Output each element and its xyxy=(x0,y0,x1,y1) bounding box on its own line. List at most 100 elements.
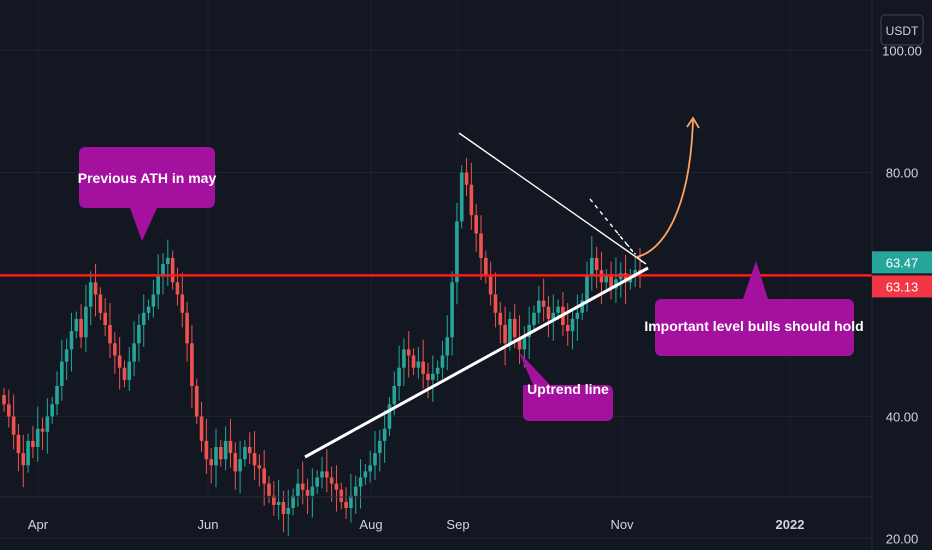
candle xyxy=(108,303,112,358)
candle xyxy=(450,271,454,356)
candle xyxy=(257,454,262,487)
price-axis[interactable]: 100.00 80.00 40.00 20.00 xyxy=(882,44,922,547)
price-tag xyxy=(872,275,932,298)
candle xyxy=(16,423,21,472)
candle xyxy=(180,272,185,328)
candle-body xyxy=(161,264,165,277)
candle-body xyxy=(2,395,6,405)
candle-body xyxy=(64,349,69,362)
candle-body xyxy=(532,312,536,325)
candle-body xyxy=(479,233,483,258)
candle-body xyxy=(373,453,377,466)
candle xyxy=(614,257,618,304)
callout-previous-ath-text: Previous ATH in may xyxy=(78,170,217,186)
candle xyxy=(88,271,93,325)
candle-body xyxy=(440,355,445,368)
candle xyxy=(7,389,11,428)
uptrend-line[interactable] xyxy=(304,266,649,459)
candle xyxy=(575,294,580,341)
candle xyxy=(590,235,594,291)
candle-body xyxy=(219,447,223,460)
candle-body xyxy=(546,306,551,319)
candle-body xyxy=(604,276,609,283)
candle xyxy=(565,303,570,346)
candle-body xyxy=(397,367,401,386)
candle-body xyxy=(585,276,589,301)
candle-body xyxy=(146,306,151,313)
candle-body xyxy=(209,459,213,466)
candle xyxy=(305,478,310,515)
candle xyxy=(74,311,79,339)
candle-body xyxy=(166,257,170,264)
candle xyxy=(334,465,339,512)
time-axis[interactable]: Apr Jun Aug Sep Nov 2022 xyxy=(28,517,805,532)
candle xyxy=(69,312,74,372)
candle xyxy=(368,450,372,483)
candle xyxy=(609,261,613,300)
candle xyxy=(64,338,69,380)
candle-body xyxy=(185,312,189,344)
dashed-trend-line[interactable] xyxy=(589,198,634,253)
price-tag-label: 63.13 xyxy=(886,279,919,294)
candle-body xyxy=(378,440,382,454)
candle xyxy=(406,331,411,378)
candle-body xyxy=(243,447,247,460)
candle-body xyxy=(180,294,185,313)
candle-body xyxy=(79,318,83,338)
candle xyxy=(35,406,40,462)
candle xyxy=(498,301,503,344)
candle-body xyxy=(435,367,440,374)
candle-body xyxy=(406,349,411,356)
candle-body xyxy=(238,459,242,472)
candle-body xyxy=(512,318,517,338)
callout-previous-ath[interactable]: Previous ATH in may xyxy=(78,147,217,241)
candle xyxy=(435,360,440,382)
candle xyxy=(233,442,238,490)
candle xyxy=(223,426,228,471)
candle-body xyxy=(537,300,541,313)
candle xyxy=(339,482,344,510)
candle xyxy=(204,418,209,474)
candle-body xyxy=(474,215,478,234)
candle xyxy=(300,461,305,505)
candle xyxy=(431,355,435,402)
callout-uptrend-line[interactable]: Uptrend line xyxy=(519,352,613,421)
candle-body xyxy=(7,404,11,417)
candle-body xyxy=(358,477,363,487)
candle-body xyxy=(431,373,435,380)
projection-arrow-path[interactable] xyxy=(635,119,694,258)
candle-body xyxy=(35,428,40,447)
candle-body xyxy=(26,440,30,466)
candle-body xyxy=(315,477,319,487)
candle-body xyxy=(122,367,127,380)
candle-body xyxy=(93,282,98,295)
candle xyxy=(185,301,189,362)
y-tick-label: 40.00 xyxy=(886,410,919,425)
candle xyxy=(358,459,363,509)
candle xyxy=(219,439,223,467)
candle-body xyxy=(445,337,450,356)
callout-important-level[interactable]: Important level bulls should hold xyxy=(644,261,864,356)
candle xyxy=(84,284,88,352)
candle xyxy=(40,417,45,451)
candle-body xyxy=(137,325,141,344)
candle-body xyxy=(310,486,315,496)
candle-body xyxy=(392,386,397,405)
candle-body xyxy=(45,416,50,432)
candle-body xyxy=(329,477,334,484)
candle xyxy=(551,294,556,341)
downtrend-line[interactable] xyxy=(458,132,647,265)
currency-button[interactable]: USDT xyxy=(880,14,924,46)
candle xyxy=(382,410,387,463)
candle-body xyxy=(426,373,430,380)
candle xyxy=(580,293,584,321)
x-tick-label: Nov xyxy=(610,517,634,532)
candle-body xyxy=(488,276,493,295)
candle xyxy=(156,254,160,310)
candle xyxy=(276,479,281,520)
candle-body xyxy=(368,465,372,472)
x-tick-label: Jun xyxy=(198,517,219,532)
candle xyxy=(262,450,266,506)
